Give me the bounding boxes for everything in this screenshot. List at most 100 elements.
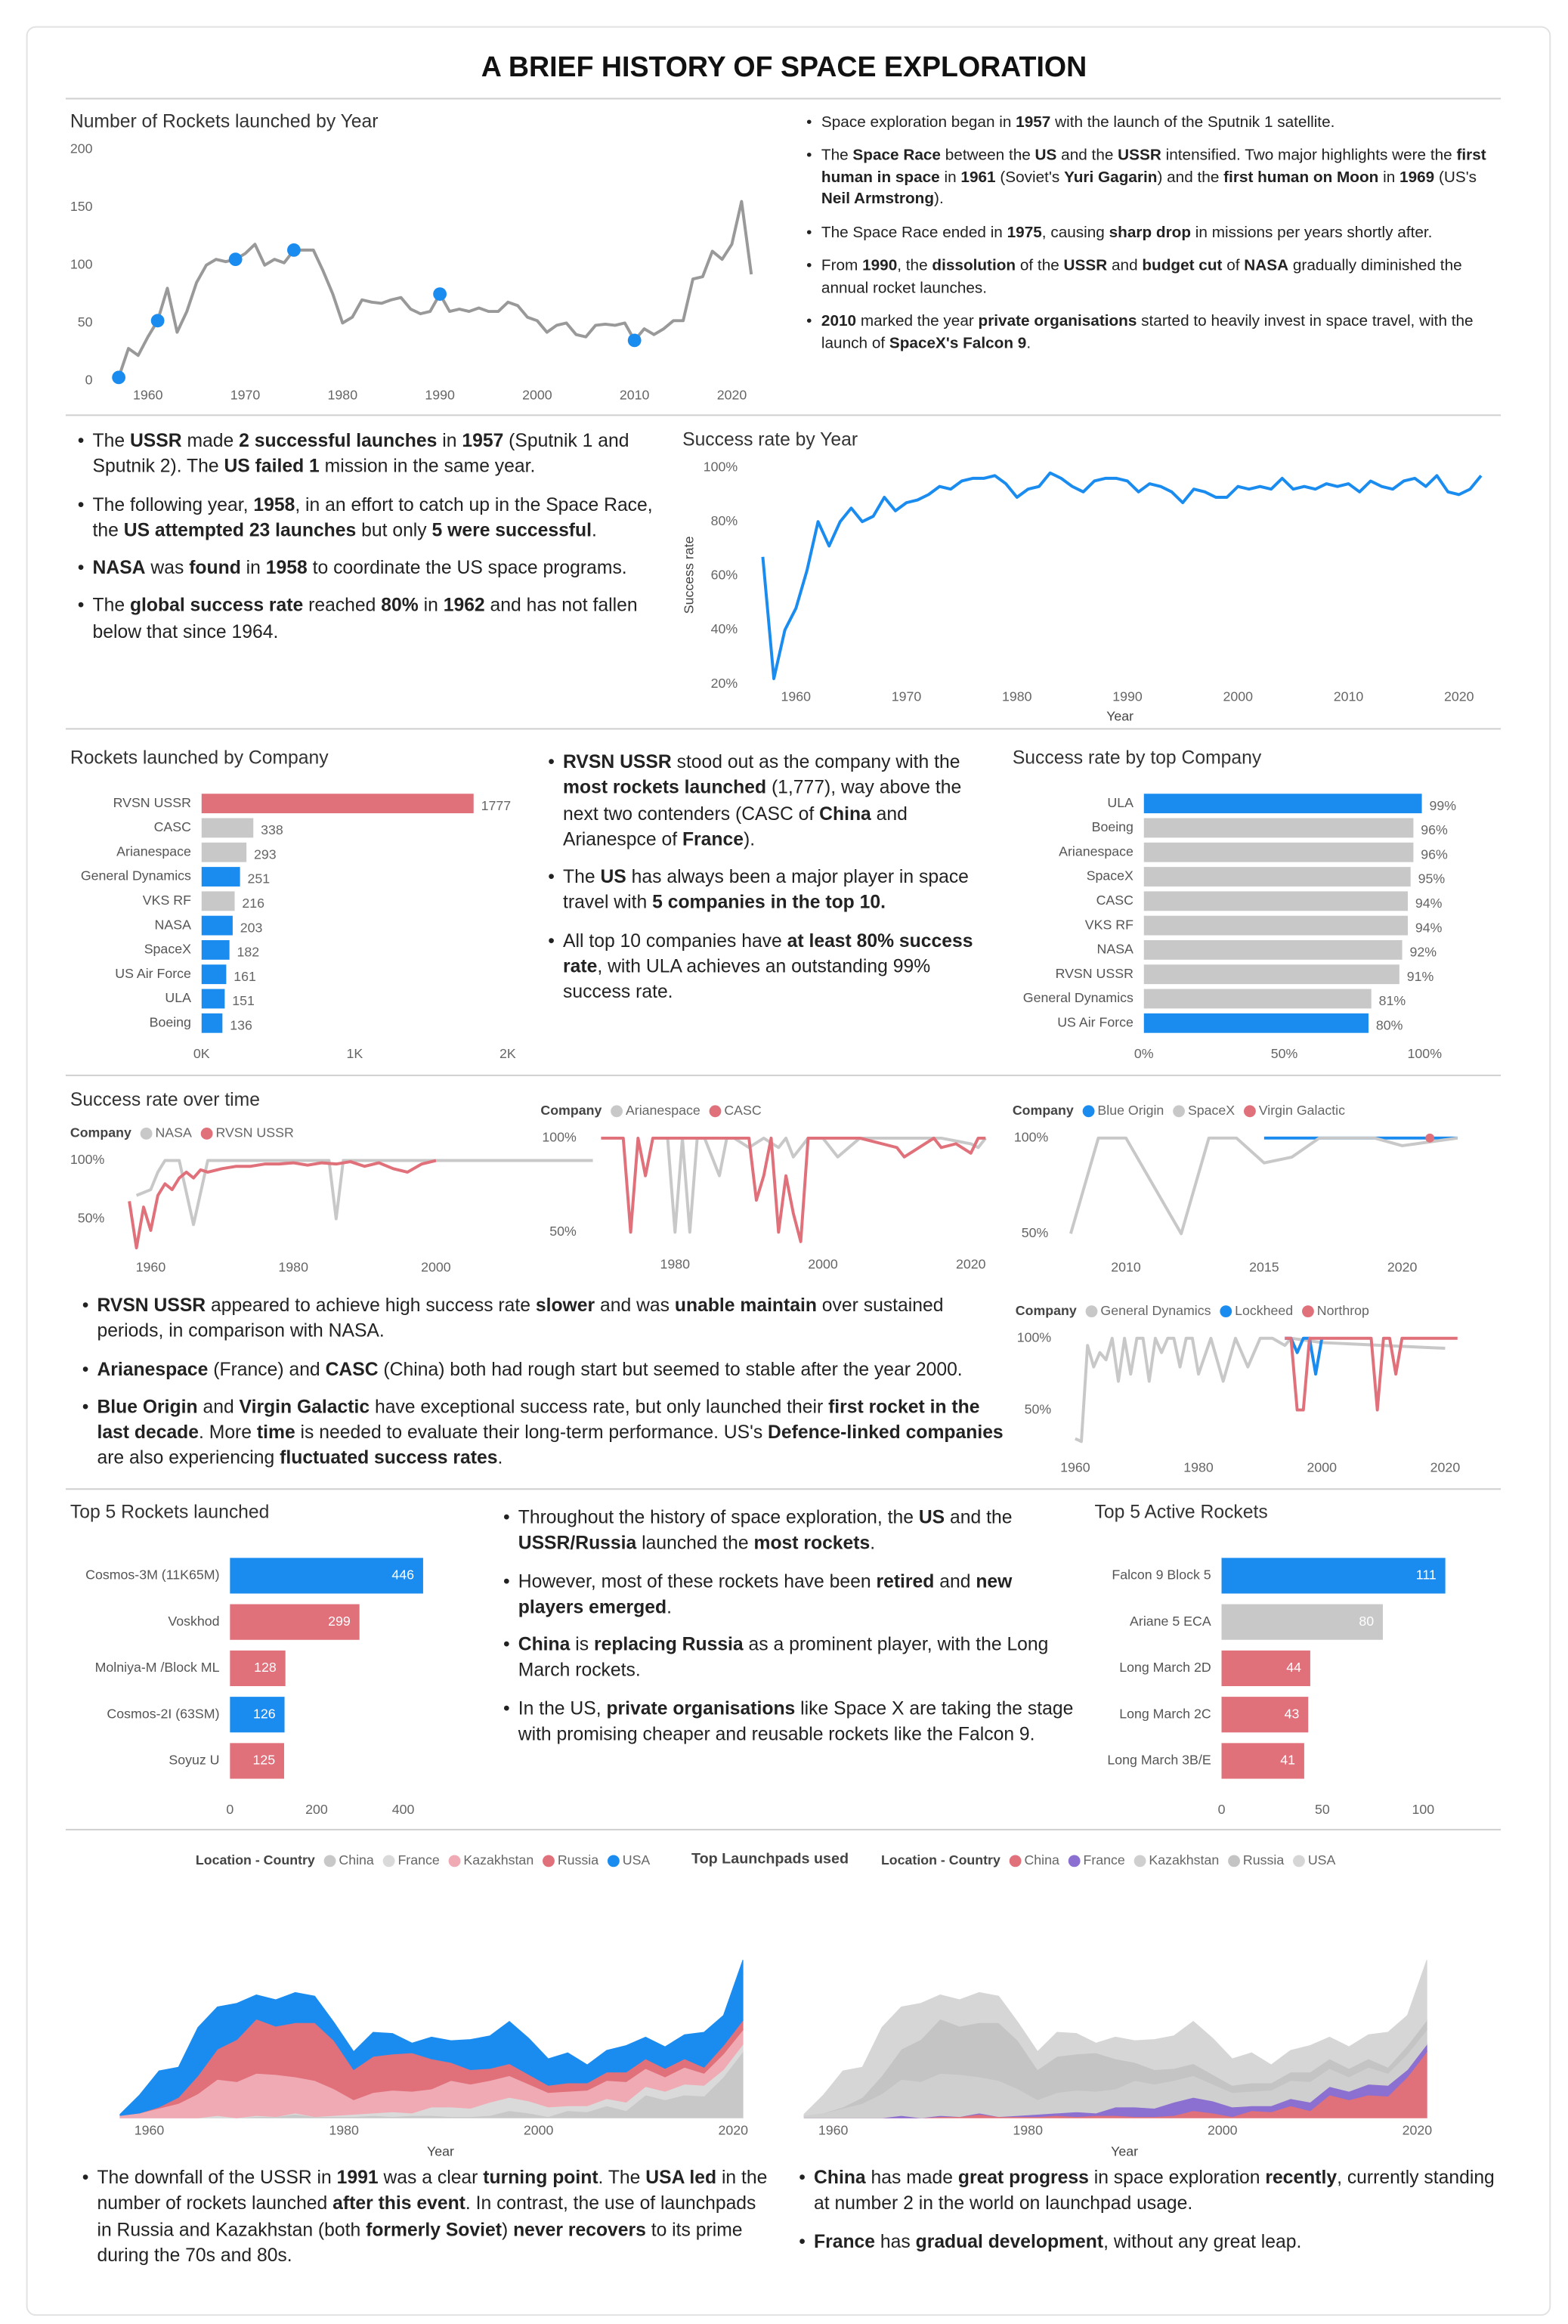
chart-title: Rockets launched by Company [70, 747, 329, 768]
x-tick-label: 2010 [620, 387, 650, 402]
text-run: From [821, 257, 863, 276]
highlight-marker [150, 314, 165, 328]
bullet-point: The global success rate reached 80% in 1… [78, 593, 660, 645]
text-run: dissolution [932, 257, 1016, 276]
text-run: never recovers [513, 2218, 646, 2240]
value-label: 43 [1285, 1706, 1300, 1721]
category-label: RVSN USSR [1056, 966, 1133, 981]
x-tick-label: 1960 [818, 2123, 849, 2138]
legend-label: Lockheed [1235, 1303, 1293, 1318]
value-label: 128 [254, 1660, 277, 1675]
legend-marker [543, 1855, 555, 1868]
text-run: stood out as the company with the [671, 751, 960, 772]
x-tick-label: 1980 [329, 2123, 359, 2138]
category-label: RVSN USSR [113, 795, 191, 810]
line [117, 200, 753, 378]
bar [1221, 1743, 1304, 1779]
text-run: All top 10 companies have [563, 930, 787, 951]
bullet-point: RVSN USSR stood out as the company with … [548, 750, 996, 853]
category-label: NASA [1097, 942, 1134, 957]
line [1069, 1136, 1458, 1236]
text-run: (China) both had rough start but seemed … [378, 1358, 963, 1380]
x-tick-label: 2020 [718, 2123, 748, 2138]
x-tick-label: 2000 [1307, 1459, 1337, 1475]
bar [230, 1697, 285, 1733]
text-run: private organisations [978, 312, 1137, 331]
text-run: found [189, 557, 241, 578]
text-run: 1961 [960, 169, 996, 187]
text-run: and [197, 1396, 240, 1417]
category-label: Voskhod [168, 1614, 219, 1629]
text-run: USSR [1063, 257, 1108, 276]
text-run: in [1378, 169, 1400, 187]
category-label: ULA [1107, 795, 1133, 810]
text-run: as a prominent player, with the Long Mar… [518, 1633, 1049, 1681]
value-label: 203 [240, 920, 263, 935]
chart-title: Number of Rockets launched by Year [70, 112, 379, 132]
legend-marker [1220, 1305, 1232, 1318]
legend-label: SpaceX [1188, 1103, 1235, 1118]
text-run: new players emerged [518, 1570, 1013, 1617]
legend-marker [1228, 1855, 1240, 1868]
bar [1143, 915, 1408, 936]
text-run: USA led [645, 2167, 717, 2189]
x-tick-label: 2020 [1387, 1260, 1418, 1275]
y-tick-label: 200 [70, 141, 93, 156]
text-run: after this event [332, 2192, 465, 2214]
text-block: Throughout the history of space explorat… [503, 1505, 1078, 1819]
category-label: US Air Force [1057, 1014, 1133, 1029]
chart-title: Top Launchpads used [691, 1851, 849, 1868]
text-run: like Space X are taking the stage with p… [518, 1697, 1074, 1744]
legend-label: France [397, 1852, 439, 1868]
x-tick-label: 1960 [1060, 1459, 1090, 1475]
x-tick-label: 1980 [1013, 2123, 1043, 2138]
text-run: . [592, 519, 597, 540]
text-run: Space exploration began in [821, 113, 1016, 132]
x-tick-label: 100% [1408, 1046, 1443, 1061]
text-run: . In contrast, the use of launchpads in … [97, 2192, 756, 2240]
x-tick-label: 0 [226, 1802, 233, 1817]
value-label: 96% [1421, 822, 1448, 837]
text-run: started to heavily invest in space trave… [821, 312, 1474, 353]
text-run: to its prime during the 70s and 80s. [97, 2218, 743, 2266]
bar [1143, 891, 1408, 911]
x-tick-label: 1980 [660, 1257, 691, 1272]
text-run: 1957 [1016, 113, 1051, 132]
text-run: slower [535, 1295, 595, 1317]
legend-title: Location - Country [881, 1852, 1000, 1868]
legend-label: France [1084, 1852, 1125, 1868]
text-run: but only [356, 519, 432, 540]
text-run: retired [876, 1570, 935, 1592]
text-run: and [1107, 257, 1143, 276]
bar [230, 1743, 284, 1779]
legend-label: China [1024, 1852, 1059, 1868]
y-tick-label: 80% [711, 513, 738, 528]
text-run: was [145, 557, 190, 578]
y-tick-label: 50% [78, 1210, 105, 1225]
bullet-point: The downfall of the USSR in 1991 was a c… [82, 2166, 772, 2269]
y-tick-label: 40% [711, 621, 738, 636]
highlight-marker [433, 287, 447, 301]
text-run: , without any great leap. [1103, 2230, 1302, 2252]
legend-label: Blue Origin [1097, 1103, 1164, 1118]
bar [1143, 867, 1411, 887]
value-label: 95% [1418, 871, 1446, 887]
text-run: gradual development [915, 2230, 1104, 2252]
text-run: fluctuated success rates [280, 1447, 498, 1469]
value-label: 96% [1421, 846, 1448, 862]
text-run: US [1035, 147, 1057, 166]
text-run: has [875, 2230, 916, 2252]
category-label: ULA [165, 990, 191, 1005]
chart-title: Top 5 Active Rockets [1095, 1502, 1268, 1522]
text-run: first rocket in the last decade [97, 1396, 980, 1444]
legend-marker [140, 1128, 153, 1140]
bullet-point: China has made great progress in space e… [799, 2166, 1501, 2217]
text-run: 1990 [862, 257, 898, 276]
text-run: made [181, 430, 240, 451]
text-run: in [437, 430, 462, 451]
x-axis-label: Year [1106, 708, 1133, 723]
category-label: NASA [155, 917, 192, 932]
category-label: Long March 2D [1119, 1660, 1211, 1675]
notes: Throughout the history of space explorat… [503, 1505, 1078, 1747]
separators [65, 97, 1502, 1830]
